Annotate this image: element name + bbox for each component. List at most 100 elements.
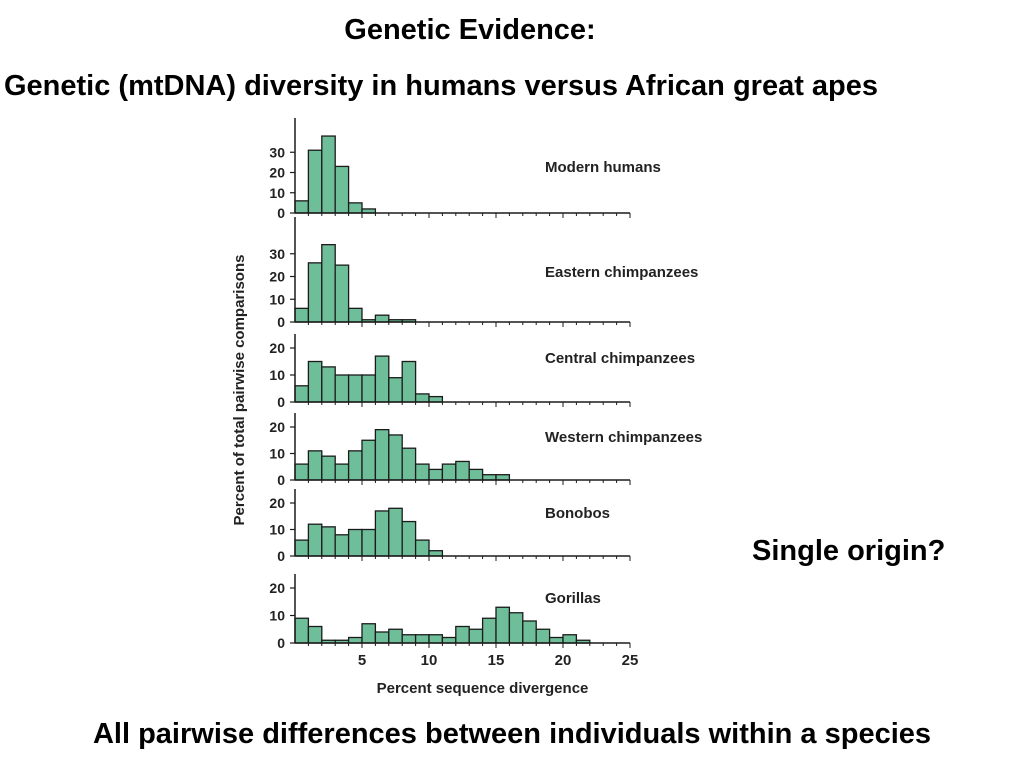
y-tick-label: 20 bbox=[269, 419, 285, 435]
histogram-bar bbox=[334, 463, 350, 481]
x-tick-label: 20 bbox=[555, 652, 572, 669]
histogram-bar bbox=[495, 606, 511, 644]
x-tick-label: 10 bbox=[421, 652, 438, 669]
series-label: Modern humans bbox=[545, 159, 661, 176]
histogram-bar bbox=[334, 264, 350, 323]
histogram-bar bbox=[481, 474, 497, 481]
histogram-bar bbox=[374, 314, 390, 323]
histogram-bar bbox=[374, 428, 390, 481]
series-label: Eastern chimpanzees bbox=[545, 264, 698, 281]
histogram-bar bbox=[361, 439, 377, 481]
histogram-bar bbox=[347, 307, 363, 323]
y-tick-label: 0 bbox=[277, 314, 285, 330]
histogram-bar bbox=[294, 307, 310, 323]
histogram-bar bbox=[414, 463, 430, 481]
histogram-bar bbox=[374, 510, 390, 557]
histogram-bar bbox=[307, 262, 323, 323]
histogram-bar bbox=[455, 460, 470, 481]
histogram-bar bbox=[562, 634, 578, 644]
y-tick-label: 20 bbox=[269, 580, 285, 596]
slide-subtitle: Genetic (mtDNA) diversity in humans vers… bbox=[4, 70, 879, 102]
y-tick-label: 0 bbox=[277, 635, 285, 651]
y-axis-title: Percent of total pairwise comparisons bbox=[231, 255, 248, 526]
histogram-bar bbox=[374, 355, 390, 403]
histogram-bar bbox=[334, 374, 350, 403]
histogram-bar bbox=[347, 450, 363, 481]
histogram-bar bbox=[307, 523, 323, 557]
histogram-bar bbox=[321, 135, 336, 214]
y-tick-label: 20 bbox=[269, 165, 285, 181]
x-tick-label: 25 bbox=[622, 652, 639, 669]
histogram-bar bbox=[401, 360, 417, 403]
histogram-bar bbox=[361, 528, 377, 557]
series-label: Western chimpanzees bbox=[545, 429, 702, 446]
single-origin-note: Single origin? bbox=[752, 535, 946, 567]
histogram-bar bbox=[401, 447, 417, 481]
histogram-bar bbox=[548, 636, 564, 644]
histogram-bar bbox=[334, 534, 350, 557]
histogram-bar bbox=[321, 243, 336, 323]
series-label: Gorillas bbox=[545, 590, 601, 607]
histogram-bar bbox=[294, 463, 310, 481]
histogram-bar bbox=[401, 520, 417, 557]
histogram-bar bbox=[508, 612, 524, 644]
histogram-bar bbox=[347, 202, 363, 214]
histogram-bar bbox=[307, 450, 323, 481]
series-label: Central chimpanzees bbox=[545, 350, 695, 367]
y-tick-label: 30 bbox=[269, 144, 285, 160]
histogram-bar bbox=[401, 634, 417, 644]
y-tick-label: 10 bbox=[269, 291, 285, 307]
histogram-bar bbox=[495, 474, 511, 481]
histogram-bar bbox=[347, 528, 363, 557]
histogram-bar bbox=[361, 623, 377, 644]
y-tick-label: 10 bbox=[269, 185, 285, 201]
y-tick-label: 0 bbox=[277, 205, 285, 221]
histogram-bar bbox=[307, 149, 323, 214]
y-tick-label: 0 bbox=[277, 548, 285, 564]
histogram-bar bbox=[414, 539, 430, 557]
histogram-bar bbox=[347, 374, 363, 403]
histogram-bar bbox=[535, 628, 551, 644]
histogram-bar bbox=[388, 628, 403, 644]
footer-caption: All pairwise differences between individ… bbox=[92, 718, 932, 750]
histogram-bar bbox=[388, 507, 403, 557]
histogram-bar bbox=[428, 468, 444, 481]
y-tick-label: 20 bbox=[269, 269, 285, 285]
histogram-bar bbox=[468, 468, 484, 481]
histogram-bar bbox=[374, 631, 390, 644]
histogram-bar bbox=[294, 385, 310, 403]
histogram-bar bbox=[522, 620, 537, 644]
histogram-bar bbox=[428, 634, 444, 644]
histogram-bar bbox=[428, 395, 444, 403]
x-axis-title: Percent sequence divergence bbox=[377, 680, 589, 697]
series-label: Bonobos bbox=[545, 505, 610, 522]
y-tick-label: 10 bbox=[269, 446, 285, 462]
y-tick-label: 10 bbox=[269, 608, 285, 624]
histogram-bar bbox=[468, 628, 484, 644]
x-tick-label: 15 bbox=[488, 652, 505, 669]
y-tick-label: 20 bbox=[269, 340, 285, 356]
slide-title: Genetic Evidence: bbox=[344, 14, 596, 46]
y-tick-label: 0 bbox=[277, 472, 285, 488]
histogram-bar bbox=[307, 625, 323, 644]
histogram-bar bbox=[428, 550, 444, 557]
histogram-bar bbox=[481, 617, 497, 644]
y-tick-label: 30 bbox=[269, 246, 285, 262]
histogram-bar bbox=[414, 634, 430, 644]
histogram-bar bbox=[321, 455, 336, 481]
histogram-bar bbox=[347, 636, 363, 644]
histogram-bar bbox=[414, 393, 430, 403]
histogram-bar bbox=[294, 200, 310, 214]
histogram-bar bbox=[321, 366, 336, 403]
histogram-bar bbox=[321, 526, 336, 557]
x-tick-label: 5 bbox=[358, 652, 366, 669]
histogram-bar bbox=[388, 377, 403, 403]
histogram-bar bbox=[455, 625, 470, 644]
y-tick-label: 10 bbox=[269, 367, 285, 383]
histogram-bar bbox=[441, 636, 457, 644]
histogram-bar bbox=[294, 617, 310, 644]
histogram-bar bbox=[441, 463, 457, 481]
y-tick-label: 0 bbox=[277, 394, 285, 410]
histogram-bar bbox=[294, 539, 310, 557]
